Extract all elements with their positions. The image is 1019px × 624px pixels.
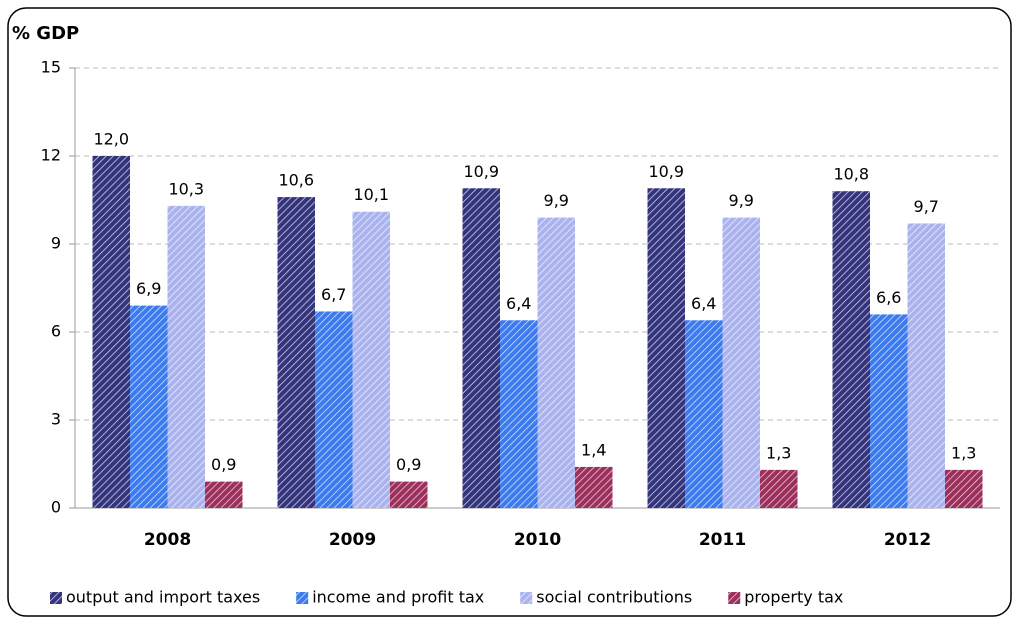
x-tick-label: 2011 <box>699 530 746 550</box>
value-label: 10,9 <box>463 162 499 181</box>
legend-label: income and profit tax <box>312 588 484 607</box>
bar <box>167 205 205 508</box>
x-tick-label: 2010 <box>514 530 561 550</box>
value-label: 6,6 <box>876 288 901 307</box>
value-label: 1,3 <box>766 443 791 462</box>
value-label: 10,9 <box>648 162 684 181</box>
bar <box>352 211 390 508</box>
bar <box>390 481 428 508</box>
value-label: 6,9 <box>136 279 161 298</box>
value-label: 6,4 <box>691 294 716 313</box>
bar <box>907 223 945 508</box>
legend-swatch <box>296 592 309 604</box>
legend-swatch <box>50 592 62 604</box>
value-label: 10,6 <box>278 171 314 190</box>
bar <box>315 311 353 508</box>
value-label: 1,3 <box>951 443 976 462</box>
legend-label: property tax <box>744 588 843 607</box>
bar <box>130 305 168 508</box>
value-label: 10,8 <box>833 165 869 184</box>
legend-swatch <box>520 592 533 604</box>
value-label: 10,3 <box>168 179 204 198</box>
bar <box>277 197 315 509</box>
value-label: 6,7 <box>321 285 346 304</box>
legend-swatch <box>728 592 741 604</box>
y-tick-label: 9 <box>51 234 61 253</box>
bar <box>92 156 130 508</box>
value-label: 9,7 <box>914 197 939 216</box>
bar <box>537 217 575 508</box>
legend-label: output and import taxes <box>66 588 260 607</box>
x-tick-label: 2008 <box>144 530 191 550</box>
bar <box>205 481 243 508</box>
y-axis-title: % GDP <box>12 23 79 44</box>
bar <box>647 188 685 508</box>
y-tick-label: 6 <box>51 322 61 341</box>
bar <box>500 320 538 508</box>
value-label: 1,4 <box>581 440 606 459</box>
value-label: 6,4 <box>506 294 531 313</box>
bar <box>760 469 798 508</box>
value-label: 10,1 <box>353 185 389 204</box>
bar <box>870 314 908 508</box>
bar <box>722 217 760 508</box>
y-tick-label: 3 <box>51 410 61 429</box>
bar <box>685 320 723 508</box>
value-label: 12,0 <box>93 130 129 149</box>
y-tick-label: 12 <box>41 146 61 165</box>
bar <box>462 188 500 508</box>
x-tick-label: 2009 <box>329 530 376 550</box>
x-tick-label: 2012 <box>884 530 931 550</box>
bar <box>575 466 613 508</box>
value-label: 0,9 <box>211 455 236 474</box>
value-label: 9,9 <box>544 191 569 210</box>
legend-label: social contributions <box>536 588 692 607</box>
bar <box>832 191 870 508</box>
value-label: 0,9 <box>396 455 421 474</box>
bar <box>945 469 983 508</box>
value-label: 9,9 <box>729 191 754 210</box>
y-tick-label: 0 <box>51 498 61 517</box>
chart-frame <box>7 7 1012 617</box>
y-tick-label: 15 <box>41 58 61 77</box>
